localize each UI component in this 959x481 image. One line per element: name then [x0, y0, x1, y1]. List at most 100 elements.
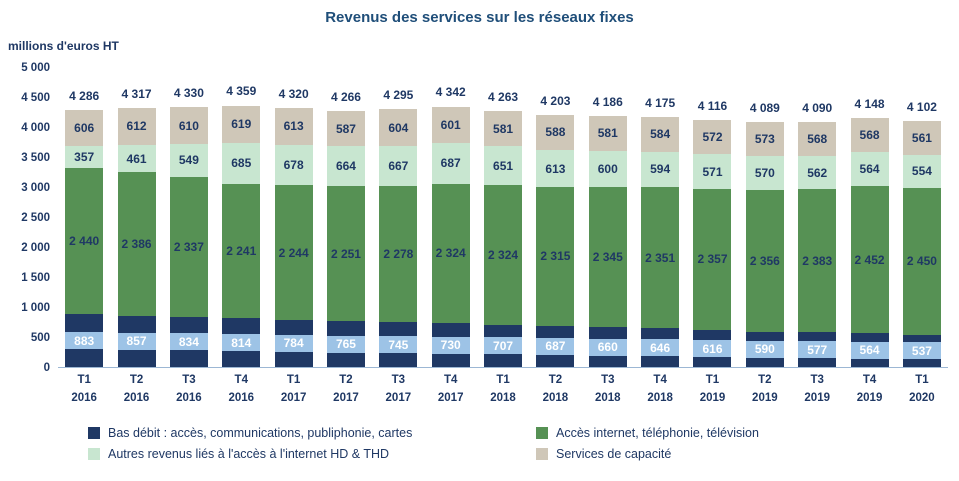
bar-segment-bas-debit: 577: [798, 332, 837, 367]
x-axis-label: T4 2019: [843, 367, 895, 408]
segment-value-label: 600: [597, 161, 618, 176]
segment-value-label: 2 315: [540, 249, 571, 264]
segment-value-label: 577: [798, 341, 837, 359]
bar-segment-acces-internet: 2 241: [222, 183, 261, 319]
bar-segment-autres-revenus: 594: [641, 151, 680, 188]
bar-segment-autres-revenus: 562: [798, 155, 837, 190]
x-axis-label: T2 2019: [739, 367, 791, 408]
x-axis-label: T1 2018: [477, 367, 529, 408]
segment-value-label: 2 351: [645, 250, 676, 265]
x-axis-quarter: T4: [653, 374, 667, 386]
bar-segment-acces-internet: 2 386: [117, 172, 156, 316]
bar-segment-services-capacite: 601: [431, 106, 470, 143]
segment-value-label: 730: [431, 336, 470, 354]
x-axis-label: T2 2016: [110, 367, 162, 408]
segment-value-label: 883: [65, 332, 104, 350]
bar-stack: 745 2 278 667 604: [379, 109, 418, 367]
x-axis-label: T3 2018: [582, 367, 634, 408]
bar-total-label: 4 090: [802, 100, 833, 115]
y-axis-tick-label: 3 500: [21, 151, 50, 164]
x-axis-quarter: T4: [443, 374, 458, 386]
legend-item-services-capacite: Services de capacité: [536, 447, 759, 461]
bar-segment-acces-internet: 2 345: [588, 186, 627, 328]
x-axis-quarter: T2: [129, 374, 144, 386]
segment-value-label: 570: [754, 166, 775, 181]
x-axis-year: 2016: [228, 391, 255, 404]
segment-value-label: 588: [545, 125, 566, 140]
y-axis-tick-label: 1 500: [21, 271, 50, 284]
x-axis-year: 2019: [856, 391, 883, 404]
segment-value-label: 572: [702, 130, 723, 145]
segment-value-label: 2 251: [330, 246, 361, 261]
bar-stack: 646 2 351 594 584: [641, 116, 680, 367]
bar-stack: 814 2 241 685 619: [222, 105, 261, 367]
x-axis-label: T3 2016: [163, 367, 215, 408]
bar-segment-services-capacite: 604: [379, 109, 418, 146]
bar-stack: 537 2 450 554 561: [902, 120, 941, 367]
bar-t2-2019: 4 089 T2 2019 590 2 356 570 573: [739, 68, 791, 404]
segment-value-label: 564: [859, 162, 880, 177]
x-axis-label: T1 2019: [686, 367, 738, 408]
segment-value-label: 664: [335, 159, 356, 174]
bar-stack: 730 2 324 687 601: [431, 106, 470, 367]
bar-total-label: 4 286: [69, 88, 100, 103]
bar-stack: 590 2 356 570 573: [745, 121, 784, 367]
bar-segment-bas-debit: 784: [274, 319, 313, 367]
bar-segment-services-capacite: 612: [117, 108, 156, 145]
segment-value-label: 2 337: [173, 239, 204, 254]
bar-segment-services-capacite: 573: [745, 121, 784, 157]
segment-value-label: 584: [650, 127, 671, 142]
bar-t1-2017: 4 320 T1 2017 784 2 244 678 613: [267, 68, 319, 404]
bar-segment-services-capacite: 588: [536, 114, 575, 151]
x-axis-year: 2016: [71, 391, 97, 404]
x-axis-year: 2018: [542, 391, 569, 404]
bar-segment-bas-debit: 765: [326, 321, 365, 367]
bar-total-label: 4 116: [697, 99, 728, 114]
segment-value-label: 660: [588, 338, 627, 356]
bar-stack: 765 2 251 664 587: [326, 111, 365, 367]
x-axis-label: T1 2017: [267, 367, 319, 408]
segment-value-label: 2 357: [697, 252, 728, 267]
x-axis-year: 2018: [594, 391, 621, 404]
segment-value-label: 2 450: [906, 254, 937, 269]
y-axis-tick-label: 2 500: [21, 211, 50, 224]
segment-value-label: 2 356: [749, 253, 780, 268]
segment-value-label: 573: [754, 131, 775, 146]
bar-total-label: 4 175: [645, 95, 676, 110]
bar-t4-2019: 4 148 T4 2019 564 2 452 564 568: [843, 68, 895, 404]
x-axis-quarter: T1: [286, 374, 301, 386]
bar-total-label: 4 342: [435, 85, 466, 100]
y-axis-tick-label: 5 000: [21, 61, 50, 74]
bar-stack: 857 2 386 461 612: [117, 108, 156, 367]
segment-value-label: 667: [388, 158, 409, 173]
bar-segment-services-capacite: 581: [588, 115, 627, 151]
x-axis-quarter: T1: [496, 374, 510, 386]
y-axis-tick-label: 0: [43, 361, 50, 374]
x-axis-year: 2018: [490, 391, 516, 404]
bar-t1-2018: 4 263 T1 2018 707 2 324 651 581: [477, 68, 529, 404]
legend-label: Bas débit : accès, communications, publi…: [108, 426, 413, 440]
bar-segment-services-capacite: 584: [641, 116, 680, 152]
segment-value-label: 601: [440, 117, 461, 132]
x-axis-year: 2019: [752, 391, 778, 404]
segment-value-label: 687: [440, 156, 461, 171]
bar-stack: 834 2 337 549 610: [169, 107, 208, 367]
segment-value-label: 581: [597, 126, 618, 141]
bar-total-label: 4 266: [330, 89, 361, 104]
bar-segment-bas-debit: 883: [65, 314, 104, 367]
y-axis-tick-label: 3 000: [21, 181, 50, 194]
segment-value-label: 745: [379, 336, 418, 354]
x-axis-label: T2 2017: [320, 367, 372, 408]
x-axis-year: 2020: [909, 391, 935, 404]
legend-swatch-acces-internet: [536, 427, 548, 439]
segment-value-label: 765: [326, 335, 365, 353]
bar-t2-2018: 4 203 T2 2018 687 2 315 613 588: [529, 68, 581, 404]
segment-value-label: 857: [117, 332, 156, 350]
segment-value-label: 814: [222, 334, 261, 352]
bar-segment-acces-internet: 2 337: [169, 176, 208, 317]
bar-segment-services-capacite: 619: [222, 105, 261, 143]
bar-t1-2020: 4 102 T1 2020 537 2 450 554 561: [896, 68, 948, 404]
bar-segment-services-capacite: 610: [169, 107, 208, 144]
bar-segment-bas-debit: 814: [222, 318, 261, 367]
